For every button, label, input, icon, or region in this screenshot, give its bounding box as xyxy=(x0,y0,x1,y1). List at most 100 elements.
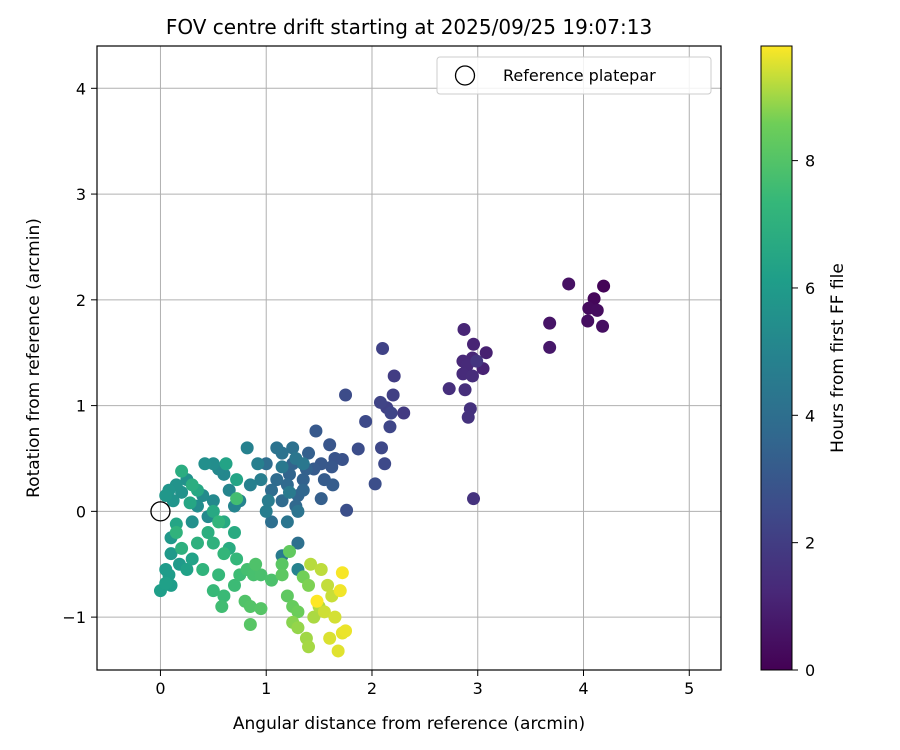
colorbar-tick-label: 2 xyxy=(805,534,815,553)
data-point xyxy=(296,483,310,497)
legend-marker-icon xyxy=(454,65,476,86)
data-point xyxy=(243,600,257,614)
data-point xyxy=(467,337,481,351)
data-point xyxy=(323,631,337,645)
data-point xyxy=(351,442,365,456)
y-tick-label: −1 xyxy=(62,608,86,627)
data-point xyxy=(259,504,273,518)
y-tick-label: 3 xyxy=(76,185,86,204)
data-point xyxy=(175,464,189,478)
data-point xyxy=(275,460,289,474)
data-point xyxy=(251,457,265,471)
data-point xyxy=(206,584,220,598)
chart-title: FOV centre drift starting at 2025/09/25 … xyxy=(166,15,652,39)
colorbar-label: Hours from first FF file xyxy=(828,263,848,453)
data-point xyxy=(340,503,354,517)
colorbar-tick-label: 8 xyxy=(805,152,815,171)
data-point xyxy=(328,610,342,624)
x-axis-label: Angular distance from reference (arcmin) xyxy=(233,714,585,734)
data-point xyxy=(302,578,316,592)
data-point xyxy=(467,492,481,506)
data-point xyxy=(359,414,373,428)
plot-frame xyxy=(96,45,722,671)
x-axis-ticks: 0 1 2 3 4 5 xyxy=(155,670,694,698)
data-point xyxy=(375,441,389,455)
data-point xyxy=(479,346,493,360)
y-tick-label: 2 xyxy=(76,291,86,310)
data-point xyxy=(280,589,294,603)
x-tick-label: 1 xyxy=(261,679,271,698)
y-tick-label: 1 xyxy=(76,397,86,416)
data-point xyxy=(291,504,305,518)
reference-platepar-marker xyxy=(150,501,171,522)
data-point xyxy=(206,504,220,518)
data-point xyxy=(230,552,244,566)
data-point xyxy=(386,388,400,402)
data-point xyxy=(317,605,331,619)
data-point xyxy=(180,563,194,577)
data-point xyxy=(384,406,398,420)
data-point xyxy=(465,369,479,383)
data-point xyxy=(383,420,397,434)
data-point xyxy=(254,602,268,616)
data-point xyxy=(230,473,244,487)
data-point xyxy=(183,496,197,510)
data-point xyxy=(321,578,335,592)
data-point xyxy=(196,563,210,577)
colorbar-tick-label: 0 xyxy=(805,661,815,680)
data-point xyxy=(206,536,220,550)
reference-marker-group xyxy=(150,501,171,522)
x-tick-label: 2 xyxy=(367,679,377,698)
data-point xyxy=(326,478,340,492)
legend-box xyxy=(436,56,712,95)
data-point xyxy=(368,477,382,491)
data-point xyxy=(275,568,289,582)
data-point xyxy=(227,526,241,540)
data-point xyxy=(222,483,236,497)
data-point xyxy=(169,526,183,540)
colorbar-ticks: 0 2 4 6 8 xyxy=(792,152,815,680)
data-point xyxy=(339,388,353,402)
data-point xyxy=(581,314,595,328)
data-point xyxy=(217,547,231,561)
data-point xyxy=(185,515,199,529)
data-point xyxy=(310,594,324,608)
data-point xyxy=(378,457,392,471)
data-point xyxy=(323,438,337,452)
data-point xyxy=(543,340,557,354)
x-tick-label: 5 xyxy=(684,679,694,698)
data-point xyxy=(314,563,328,577)
data-point xyxy=(164,547,178,561)
data-point xyxy=(249,557,263,571)
y-axis-label: Rotation from reference (arcmin) xyxy=(24,218,44,498)
colorbar-tick-label: 4 xyxy=(805,406,815,425)
data-point xyxy=(333,584,347,598)
data-point xyxy=(265,515,279,529)
data-point xyxy=(206,494,220,508)
data-point xyxy=(325,460,339,474)
data-point xyxy=(331,644,345,658)
data-point xyxy=(261,494,275,508)
data-point xyxy=(198,457,212,471)
data-point xyxy=(376,341,390,355)
data-point xyxy=(296,473,310,487)
data-point xyxy=(217,589,231,603)
data-point xyxy=(243,618,257,632)
data-point xyxy=(270,473,284,487)
data-point xyxy=(590,303,604,317)
data-point xyxy=(275,557,289,571)
data-point xyxy=(227,578,241,592)
data-point xyxy=(219,457,233,471)
data-point xyxy=(190,536,204,550)
data-point xyxy=(280,515,294,529)
data-point xyxy=(230,492,244,506)
data-point xyxy=(307,610,321,624)
x-tick-label: 3 xyxy=(473,679,483,698)
data-point xyxy=(562,277,576,291)
data-point xyxy=(254,568,268,582)
data-point xyxy=(335,566,349,580)
data-point xyxy=(597,279,611,293)
data-point xyxy=(302,640,316,654)
data-point xyxy=(175,541,189,555)
